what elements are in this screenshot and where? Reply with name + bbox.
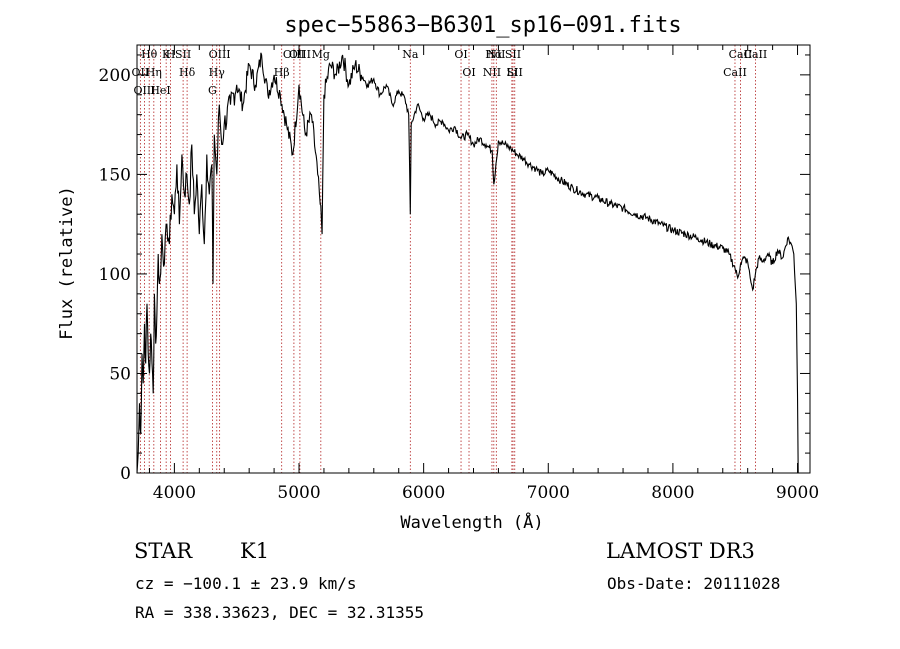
line-label: Na [402, 48, 419, 61]
line-label: Hθ [141, 48, 158, 61]
x-tick-label: 4000 [153, 483, 196, 503]
redshift-cz: cz = −100.1 ± 23.9 km/s [135, 574, 357, 593]
line-label: H [166, 48, 176, 61]
line-label: NII [483, 66, 501, 79]
line-label: Hδ [179, 66, 196, 79]
plot-frame [136, 44, 811, 474]
line-label: NII [487, 48, 505, 61]
x-tick-label: 6000 [402, 483, 445, 503]
y-tick-label: 150 [99, 165, 131, 185]
object-subclass: K1 [240, 539, 270, 563]
line-label: CaII [729, 48, 753, 61]
line-label: SII [175, 48, 191, 61]
line-label: SII [507, 66, 523, 79]
line-label: OIII [283, 48, 305, 61]
spectrum-line [136, 52, 799, 474]
line-label: OI [462, 66, 475, 79]
y-tick-label: 200 [99, 66, 131, 86]
observation-date: Obs-Date: 20111028 [607, 574, 781, 593]
line-label: Hα [485, 48, 503, 61]
line-label: SII [505, 48, 521, 61]
line-label: K [162, 48, 171, 61]
line-label: OII [132, 66, 150, 79]
y-axis: 0 50 100 150 200 [99, 54, 810, 484]
y-tick-label: 0 [120, 464, 131, 484]
coordinates: RA = 338.33623, DEC = 32.31355 [135, 603, 424, 622]
x-tick-label: 5000 [277, 483, 320, 503]
x-axis: 4000 5000 6000 7000 8000 9000 [148, 45, 819, 503]
line-label: HeI [150, 84, 170, 97]
x-tick-label: 9000 [776, 483, 819, 503]
survey-name: LAMOST DR3 [606, 539, 755, 563]
x-axis-label: Wavelength (Å) [400, 511, 543, 533]
line-label: OIII [209, 48, 231, 61]
line-markers [139, 45, 756, 473]
object-class: STAR [134, 539, 193, 563]
line-label: OIII [289, 48, 311, 61]
line-label: CaII [723, 66, 747, 79]
chart-title: spec−55863−B6301_sp16−091.fits [284, 13, 681, 38]
line-label: Hγ [209, 66, 226, 79]
x-tick-label: 8000 [651, 483, 694, 503]
x-tick-label: 7000 [527, 483, 570, 503]
line-label: Hη [146, 66, 162, 79]
line-label: Mg [312, 48, 330, 61]
y-axis-label: Flux (relative) [57, 186, 77, 340]
y-tick-label: 100 [99, 265, 131, 285]
line-label: OIII [133, 84, 155, 97]
line-label: Li [506, 66, 517, 79]
line-label: G [208, 84, 217, 97]
line-label: Hβ [274, 66, 290, 79]
line-label: OI [454, 48, 467, 61]
line-label: CaII [744, 48, 768, 61]
y-tick-label: 50 [109, 364, 131, 384]
